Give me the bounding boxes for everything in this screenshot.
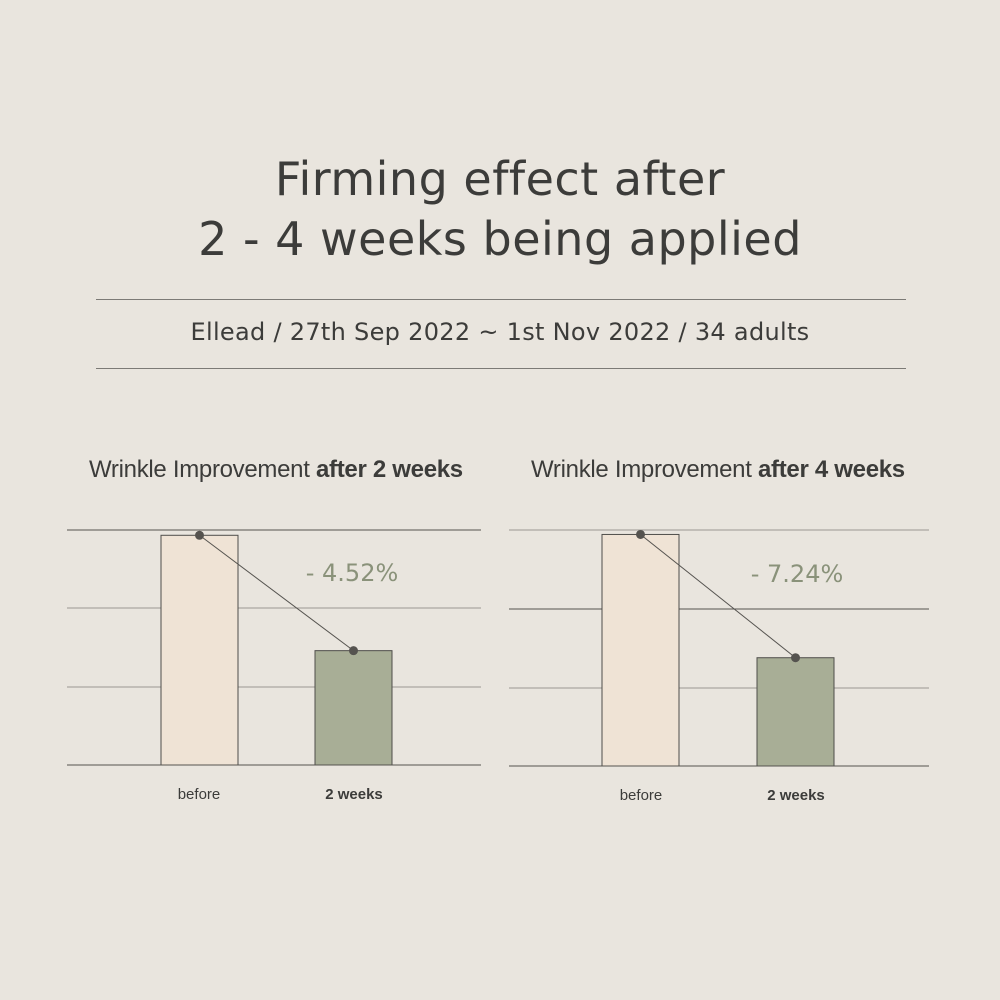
chart-right-category-label: before xyxy=(620,787,663,804)
chart-title-right-light: Wrinkle Improvement xyxy=(531,456,758,483)
chart-right-point-before xyxy=(636,529,645,539)
chart-left-category-label: 2 weeks xyxy=(325,786,383,803)
chart-right-bar-after xyxy=(756,657,835,767)
chart-left-bar-before xyxy=(160,534,239,766)
chart-title-right-bold: after 4 weeks xyxy=(757,456,905,483)
chart-right-change-label: - 7.24% xyxy=(751,560,844,588)
chart-title-left-bold: after 2 weeks xyxy=(315,456,463,483)
chart-left-point-before xyxy=(195,530,204,540)
study-info: Ellead / 27th Sep 2022 ~ 1st Nov 2022 / … xyxy=(190,318,810,346)
chart-left-bar-after xyxy=(314,650,393,766)
bottom-divider xyxy=(96,368,906,369)
chart-left-category-label: before xyxy=(178,786,221,803)
chart-left-change-label: - 4.52% xyxy=(306,559,399,587)
top-divider xyxy=(96,299,906,300)
page-title-line-1: Firming effect after xyxy=(274,152,726,206)
page-title-line-2: 2 - 4 weeks being applied xyxy=(198,212,802,266)
chart-title-right: Wrinkle Improvement after 4 weeks xyxy=(531,456,905,484)
chart-title-left: Wrinkle Improvement after 2 weeks xyxy=(89,456,463,484)
chart-right-category-label: 2 weeks xyxy=(767,787,825,804)
chart-right-point-after xyxy=(791,653,800,663)
chart-title-left-light: Wrinkle Improvement xyxy=(89,456,316,483)
chart-left-trend-line xyxy=(199,534,354,652)
chart-right-trend-line xyxy=(640,534,796,659)
chart-left-point-after xyxy=(349,646,358,656)
chart-right-bar-before xyxy=(601,533,680,767)
